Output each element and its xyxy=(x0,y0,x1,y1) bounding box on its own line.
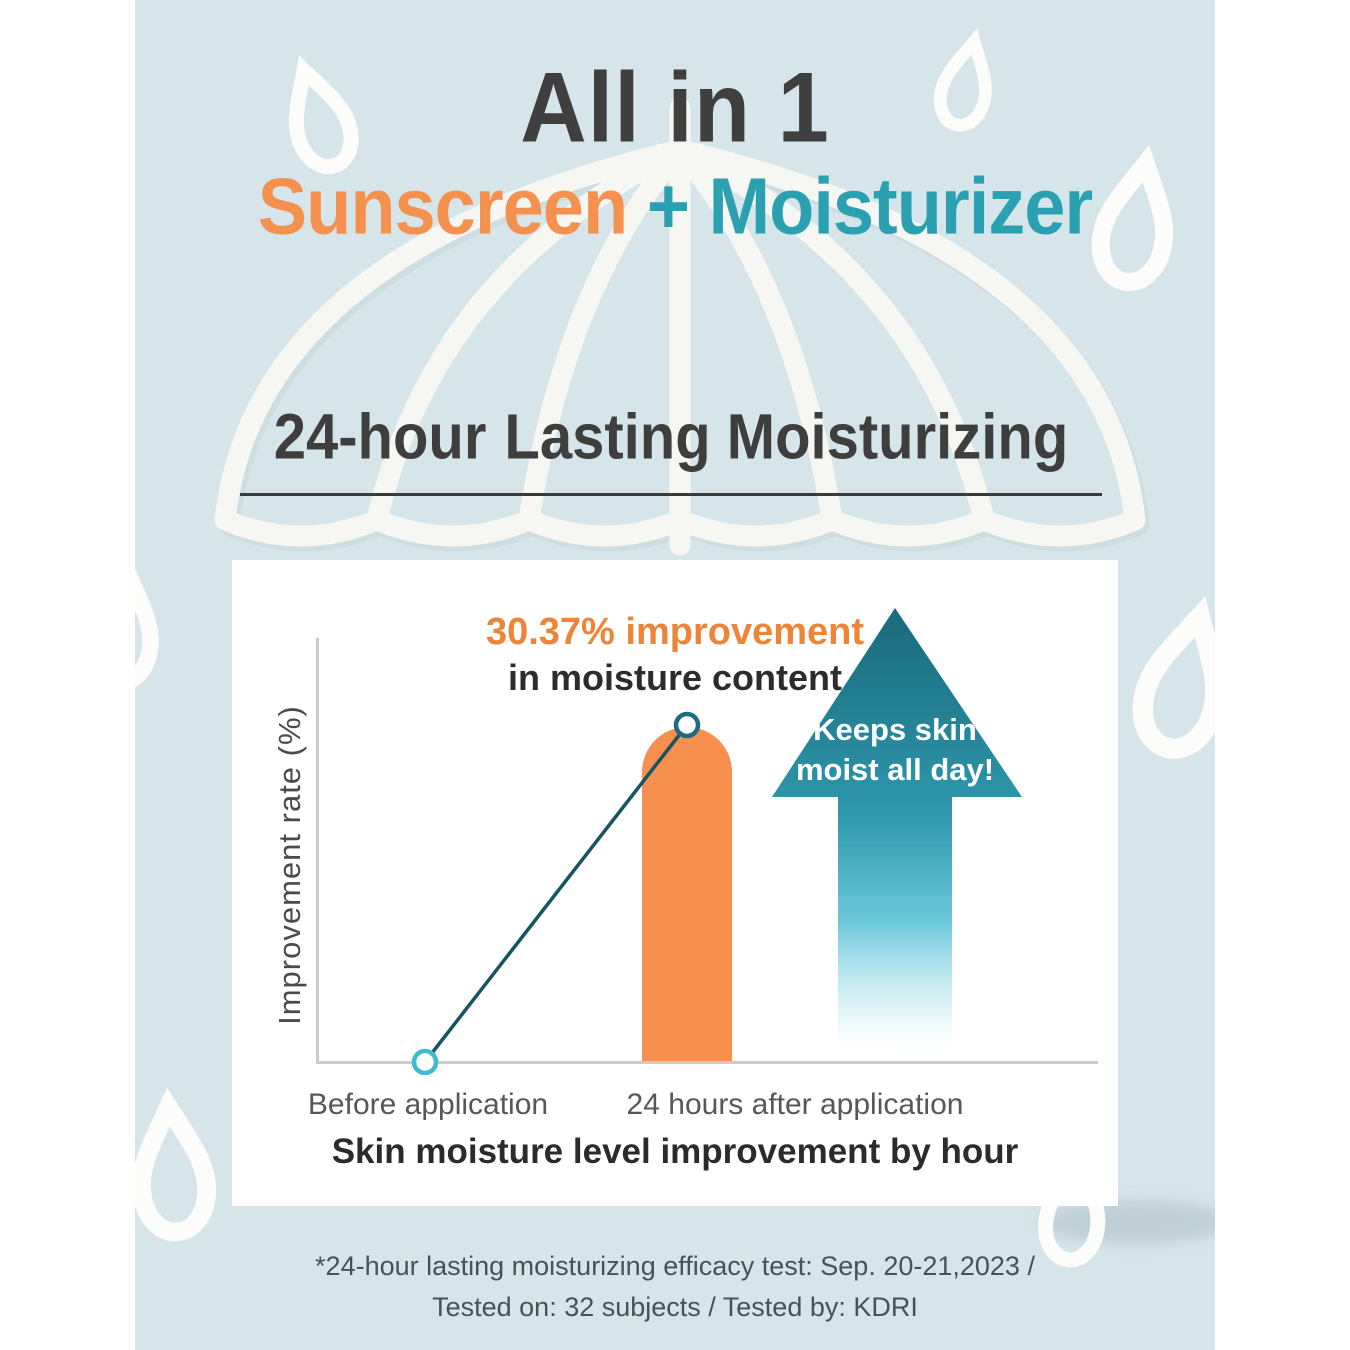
umbrella-rib-outer-right xyxy=(669,139,1146,531)
subtitle-sunscreen: Sunscreen xyxy=(257,161,628,251)
arrow-label-line1: Keeps skin xyxy=(813,712,977,747)
chart-annotation: 30.37% improvement in moisture content xyxy=(232,610,1118,699)
arrow-label-line2: moist all day! xyxy=(795,752,995,788)
umbrella-rib-outer-left xyxy=(214,139,691,531)
heading-part1: 24-hour xyxy=(273,401,487,473)
footnote-line2: Tested on: 32 subjects / Tested by: KDRI xyxy=(432,1291,918,1322)
section-heading: 24-hour Lasting Moisturizing xyxy=(274,400,1069,474)
subtitle-plus: + xyxy=(646,161,690,251)
chart-title: Skin moisture level improvement by hour xyxy=(331,1132,1019,1171)
annotation-rest: in moisture content xyxy=(507,656,843,698)
x-tick-after: 24 hours after application xyxy=(626,1088,964,1121)
page-title: All in 1 xyxy=(520,53,830,164)
heading-part2: Lasting Moisturizing xyxy=(504,401,1069,473)
data-point-before xyxy=(411,1048,439,1076)
umbrella-rib-right-1 xyxy=(669,139,843,531)
data-point-after xyxy=(673,711,701,739)
arrow-label: Keeps skin moist all day! xyxy=(796,710,994,791)
moisture-bar xyxy=(642,727,732,1061)
x-tick-before: Before application xyxy=(307,1088,549,1121)
umbrella-rib-left-1 xyxy=(518,139,691,531)
text-layer: All in 1 Sunscreen + Moisturizer 24-hour… xyxy=(135,0,1215,1350)
test-footnote: *24-hour lasting moisturizing efficacy t… xyxy=(135,1246,1215,1327)
trend-line xyxy=(423,723,689,1064)
umbrella-outline xyxy=(214,97,1146,556)
moisture-chart-card: 30.37% improvement in moisture content I… xyxy=(232,560,1118,1206)
y-axis-line xyxy=(316,638,319,1064)
trend-line-layer xyxy=(411,711,701,1076)
footnote-line1: *24-hour lasting moisturizing efficacy t… xyxy=(315,1251,1035,1281)
blue-background-panel: 30.37% improvement in moisture content I… xyxy=(135,0,1215,1350)
page-subtitle: Sunscreen + Moisturizer xyxy=(135,160,1215,252)
annotation-highlight: 30.37% improvement xyxy=(485,611,865,653)
subtitle-moisturizer: Moisturizer xyxy=(708,161,1094,251)
card-corner-shadow xyxy=(1040,1200,1215,1244)
up-arrow-icon xyxy=(772,608,1022,1057)
keeps-moist-arrow xyxy=(772,608,1022,1057)
umbrella-cream-illustration xyxy=(135,0,1215,1350)
section-heading-underlined: 24-hour Lasting Moisturizing xyxy=(240,400,1102,496)
umbrella-rib-right-2 xyxy=(669,139,995,531)
umbrella-rib-left-2 xyxy=(366,139,691,531)
x-axis-line xyxy=(316,1061,1098,1064)
umbrella-scalloped-edge xyxy=(214,508,1146,547)
